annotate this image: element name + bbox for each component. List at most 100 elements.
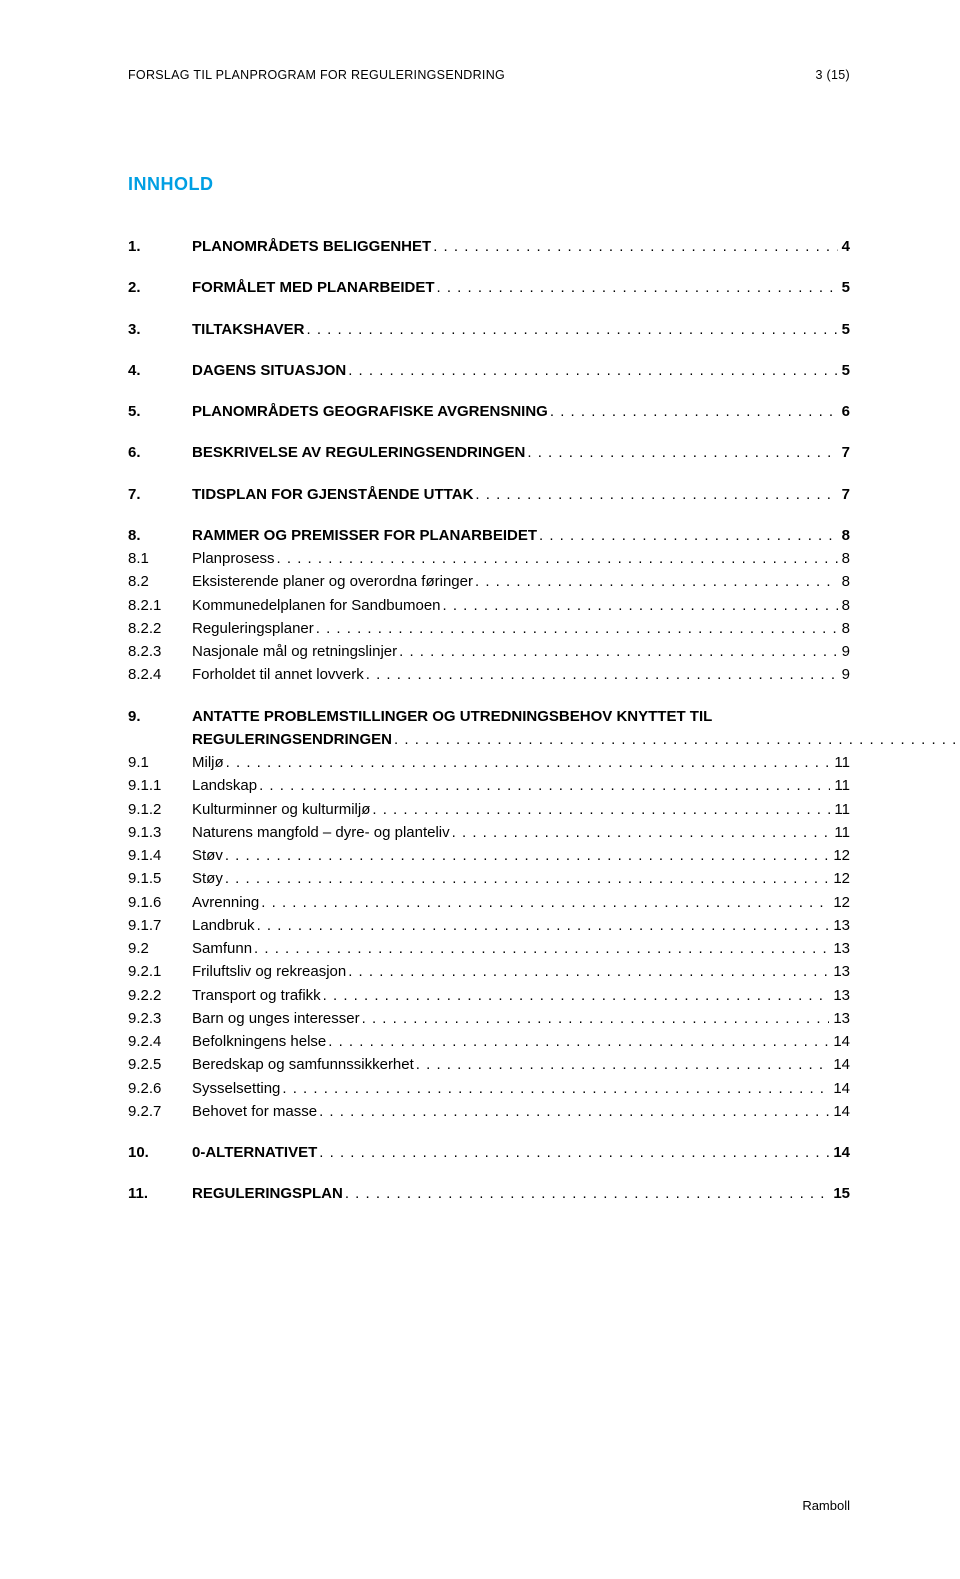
toc-number: 9.2.7 [128,1100,192,1123]
toc-group: 5.PLANOMRÅDETS GEOGRAFISKE AVGRENSNING6 [128,400,850,423]
toc-page-number: 11 [832,774,850,797]
toc-row: 2.FORMÅLET MED PLANARBEIDET5 [128,276,850,299]
toc-group: 3.TILTAKSHAVER5 [128,318,850,341]
toc-label: Reguleringsplaner [192,617,314,640]
toc-number: 9.1.3 [128,821,192,844]
toc-leader-dots [226,751,831,774]
toc-leader-dots [399,640,838,663]
toc-page-number: 8 [840,524,850,547]
toc-leader-dots [319,1100,829,1123]
toc-leader-dots [362,1007,830,1030]
toc-row: 5.PLANOMRÅDETS GEOGRAFISKE AVGRENSNING6 [128,400,850,423]
toc-page-number: 5 [840,359,850,382]
toc-number: 9.2.1 [128,960,192,983]
toc-group: 1.PLANOMRÅDETS BELIGGENHET4 [128,235,850,258]
toc-number: 9.2 [128,937,192,960]
toc-label: Behovet for masse [192,1100,317,1123]
toc-row: 9.ANTATTE PROBLEMSTILLINGER OG UTREDNING… [128,705,850,752]
toc-leader-dots [345,1182,829,1205]
toc-row: 9.1.7Landbruk13 [128,914,850,937]
toc-row: 9.1.2Kulturminner og kulturmiljø 11 [128,798,850,821]
toc-page-number: 7 [840,483,850,506]
toc-number: 8.2.3 [128,640,192,663]
toc-row: 8.1Planprosess8 [128,547,850,570]
toc-number: 8. [128,524,192,547]
toc-number: 8.2 [128,570,192,593]
toc-row: 8.2Eksisterende planer og overordna føri… [128,570,850,593]
toc-label: Befolkningens helse [192,1030,326,1053]
toc-page-number: 5 [840,318,850,341]
toc-row: 8.2.1Kommunedelplanen for Sandbumoen8 [128,594,850,617]
toc-page-number: 11 [832,821,850,844]
toc-page-number: 4 [840,235,850,258]
toc-label: TIDSPLAN FOR GJENSTÅENDE UTTAK [192,483,473,506]
toc-row: 8.RAMMER OG PREMISSER FOR PLANARBEIDET8 [128,524,850,547]
toc-label-block: ANTATTE PROBLEMSTILLINGER OG UTREDNINGSB… [192,705,960,752]
toc-page-number: 13 [831,937,850,960]
toc-row: 9.1.4Støv12 [128,844,850,867]
toc-leader-dots [259,774,830,797]
toc-row: 1.PLANOMRÅDETS BELIGGENHET4 [128,235,850,258]
toc-leader-dots [261,891,829,914]
toc-leader-dots [319,1141,829,1164]
header-left-text: FORSLAG TIL PLANPROGRAM FOR REGULERINGSE… [128,68,505,82]
toc-row: 9.2.6Sysselsetting14 [128,1077,850,1100]
toc-leader-dots [225,844,829,867]
toc-row: 9.1.5Støy12 [128,867,850,890]
document-page: FORSLAG TIL PLANPROGRAM FOR REGULERINGSE… [0,0,960,1579]
toc-leader-dots [437,276,838,299]
toc-row: 9.1Miljø11 [128,751,850,774]
toc-group: 8.RAMMER OG PREMISSER FOR PLANARBEIDET88… [128,524,850,687]
toc-label: Miljø [192,751,224,774]
toc-label: Landbruk [192,914,255,937]
footer-text: Ramboll [802,1498,850,1513]
toc-page-number: 14 [831,1141,850,1164]
toc-page-number: 14 [831,1077,850,1100]
toc-page-number: 11 [832,798,850,821]
toc-page-number: 12 [831,891,850,914]
toc-label: 0-ALTERNATIVET [192,1141,317,1164]
toc-label: REGULERINGSENDRINGEN [192,728,392,751]
toc-page-number: 8 [840,570,850,593]
toc-page-number: 6 [840,400,850,423]
toc-page-number: 13 [831,960,850,983]
toc-leader-dots [348,960,829,983]
toc-row: 3.TILTAKSHAVER5 [128,318,850,341]
toc-number: 11. [128,1182,192,1205]
toc-label: Avrenning [192,891,259,914]
toc-number: 9. [128,705,192,728]
toc-leader-dots [316,617,838,640]
toc-leader-dots [328,1030,829,1053]
toc-leader-dots [225,867,829,890]
toc-number: 1. [128,235,192,258]
toc-number: 9.2.5 [128,1053,192,1076]
toc-row: 9.2.5Beredskap og samfunnssikkerhet14 [128,1053,850,1076]
toc-row: 8.2.4Forholdet til annet lovverk9 [128,663,850,686]
toc-leader-dots [416,1053,830,1076]
toc-row: 9.2Samfunn13 [128,937,850,960]
toc-number: 10. [128,1141,192,1164]
toc-group: 4.DAGENS SITUASJON5 [128,359,850,382]
toc-page-number: 7 [840,441,850,464]
toc-leader-dots [257,914,830,937]
table-of-contents: 1.PLANOMRÅDETS BELIGGENHET4 2.FORMÅLET ME… [128,235,850,1206]
toc-group: 11.REGULERINGSPLAN15 [128,1182,850,1205]
toc-number: 9.2.4 [128,1030,192,1053]
toc-number: 8.2.4 [128,663,192,686]
toc-number: 9.2.3 [128,1007,192,1030]
toc-row: 9.1.6Avrenning12 [128,891,850,914]
toc-number: 6. [128,441,192,464]
toc-label: Kulturminner og kulturmiljø [192,798,370,821]
toc-page-number: 12 [831,844,850,867]
toc-row: 8.2.3Nasjonale mål og retningslinjer9 [128,640,850,663]
toc-row: 6.BESKRIVELSE AV REGULERINGSENDRINGEN7 [128,441,850,464]
toc-number: 9.1.2 [128,798,192,821]
toc-row: 10.0-ALTERNATIVET 14 [128,1141,850,1164]
toc-label: Forholdet til annet lovverk [192,663,364,686]
toc-group: 6.BESKRIVELSE AV REGULERINGSENDRINGEN7 [128,441,850,464]
toc-number: 9.1.7 [128,914,192,937]
toc-label: Eksisterende planer og overordna føringe… [192,570,473,593]
toc-label: PLANOMRÅDETS GEOGRAFISKE AVGRENSNING [192,400,548,423]
toc-row: 4.DAGENS SITUASJON5 [128,359,850,382]
toc-page-number: 11 [832,751,850,774]
